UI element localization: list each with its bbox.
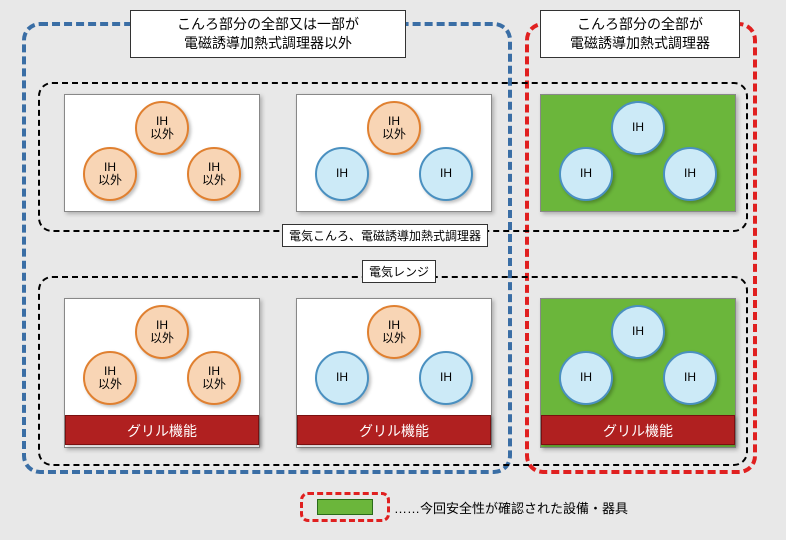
- appliance-a4: IH 以外IH 以外IH 以外グリル機能: [64, 298, 260, 448]
- burner-ih: IH: [559, 351, 613, 405]
- header-left-line1: こんろ部分の全部又は一部が: [139, 15, 397, 34]
- burner-ih: IH: [611, 305, 665, 359]
- appliance-a3: IHIHIH: [540, 94, 736, 212]
- burner-ih-igai: IH 以外: [367, 305, 421, 359]
- legend-swatch: [317, 499, 373, 515]
- burner-area: IHIHIH: [541, 95, 735, 207]
- burner-area: IHIHIH: [541, 299, 735, 415]
- burner-area: IH 以外IH 以外IH 以外: [65, 95, 259, 207]
- burner-ih-igai: IH 以外: [83, 147, 137, 201]
- burner-ih: IH: [419, 147, 473, 201]
- burner-ih-igai: IH 以外: [367, 101, 421, 155]
- burner-ih: IH: [611, 101, 665, 155]
- header-left-line2: 電磁誘導加熱式調理器以外: [139, 34, 397, 53]
- burner-ih-igai: IH 以外: [83, 351, 137, 405]
- appliance-a6: IHIHIHグリル機能: [540, 298, 736, 448]
- header-right-line2: 電磁誘導加熱式調理器: [549, 34, 731, 53]
- legend: ……今回安全性が確認された設備・器具: [300, 492, 628, 522]
- burner-ih: IH: [663, 351, 717, 405]
- grill-bar: グリル機能: [65, 415, 259, 445]
- burner-ih-igai: IH 以外: [135, 101, 189, 155]
- header-right: こんろ部分の全部が 電磁誘導加熱式調理器: [540, 10, 740, 58]
- burner-area: IH 以外IH IH: [297, 95, 491, 207]
- burner-area: IH 以外IH 以外IH 以外: [65, 299, 259, 415]
- burner-ih: IH: [559, 147, 613, 201]
- burner-ih-igai: IH 以外: [187, 351, 241, 405]
- burner-area: IH 以外IH IH: [297, 299, 491, 415]
- appliance-a1: IH 以外IH 以外IH 以外: [64, 94, 260, 212]
- inner-label-top: 電気こんろ、電磁誘導加熱式調理器: [282, 224, 488, 247]
- appliance-a2: IH 以外IH IH: [296, 94, 492, 212]
- burner-ih-igai: IH 以外: [187, 147, 241, 201]
- grill-bar: グリル機能: [297, 415, 491, 445]
- burner-ih: IH: [315, 147, 369, 201]
- burner-ih: IH: [663, 147, 717, 201]
- header-right-line1: こんろ部分の全部が: [549, 15, 731, 34]
- legend-text: ……今回安全性が確認された設備・器具: [394, 498, 628, 517]
- burner-ih: IH: [419, 351, 473, 405]
- header-left: こんろ部分の全部又は一部が 電磁誘導加熱式調理器以外: [130, 10, 406, 58]
- grill-bar: グリル機能: [541, 415, 735, 445]
- burner-ih-igai: IH 以外: [135, 305, 189, 359]
- appliance-a5: IH 以外IH IH グリル機能: [296, 298, 492, 448]
- legend-box: [300, 492, 390, 522]
- inner-label-bottom: 電気レンジ: [362, 260, 436, 283]
- burner-ih: IH: [315, 351, 369, 405]
